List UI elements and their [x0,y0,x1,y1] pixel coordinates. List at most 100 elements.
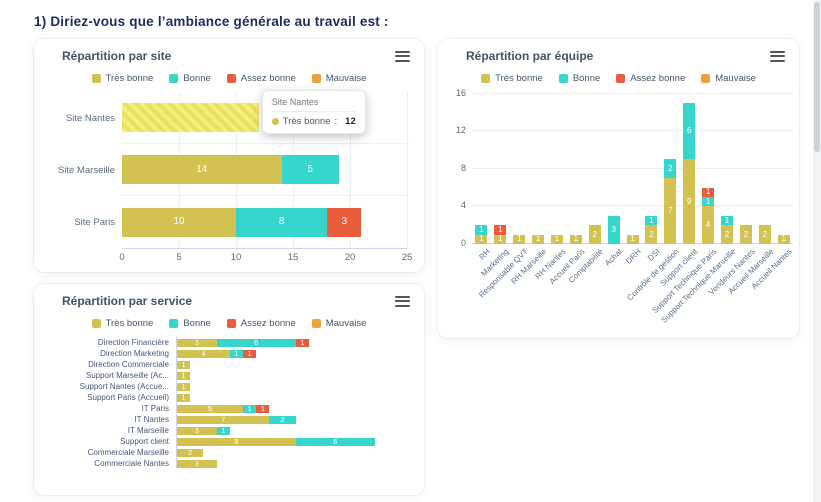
bar-segment-bonne[interactable]: 5 [281,155,339,184]
bar-segment-bonne[interactable]: 1 [229,349,243,358]
bar-segment-tres_bonne[interactable]: 5 [177,404,243,413]
bar-segment-tres_bonne[interactable]: 3 [177,426,217,435]
bar-segment-bonne[interactable]: 2 [269,415,296,424]
stacked-bar[interactable]: 2 [588,225,601,244]
bar-segment-assez_bonne[interactable]: 1 [702,187,715,198]
bar-segment-tres_bonne[interactable]: 1 [777,234,790,244]
bar-segment-tres_bonne[interactable]: 1 [569,234,582,244]
bar-value-label: 1 [479,225,484,234]
bar-segment-assez_bonne[interactable]: 1 [494,225,507,235]
bar-segment-bonne[interactable]: 1 [243,404,257,413]
bar-segment-tres_bonne[interactable]: 9 [683,159,696,244]
bar-segment-tres_bonne[interactable]: 3 [177,338,217,347]
chart-context-menu-icon[interactable] [770,50,785,62]
bar-segment-bonne[interactable]: 6 [216,338,296,347]
bar-segment-tres_bonne[interactable]: 14 [122,155,282,184]
stacked-bar[interactable]: 1 [569,234,582,244]
bar-segment-bonne[interactable]: 1 [475,225,488,235]
menu-line [395,50,410,53]
stacked-bar[interactable]: 1 [777,234,790,244]
bar-segment-bonne[interactable]: 1 [721,215,734,226]
chart-context-menu-icon[interactable] [395,50,410,62]
bar-segment-tres_bonne[interactable]: 1 [532,234,545,244]
legend-item-tres_bonne[interactable]: Très bonne [481,73,543,84]
bar-segment-tres_bonne[interactable]: 2 [721,225,734,244]
bar-segment-tres_bonne[interactable]: 4 [702,206,715,244]
bar-segment-highlighted[interactable] [122,103,259,132]
bar-segment-bonne[interactable]: 1 [216,426,230,435]
bar-segment-tres_bonne[interactable]: 9 [177,437,296,446]
bar-segment-bonne[interactable]: 1 [702,197,715,207]
bar-segment-tres_bonne[interactable]: 1 [177,393,191,402]
bar-value-label: 1 [649,215,654,225]
bar-segment-tres_bonne[interactable]: 7 [664,178,677,244]
bar-segment-bonne[interactable]: 6 [683,103,696,160]
bar-segment-tres_bonne[interactable]: 1 [177,360,191,369]
bar-segment-tres_bonne[interactable]: 2 [177,448,204,457]
y-axis-tick-label: 4 [460,200,466,211]
bar-segment-tres_bonne[interactable]: 2 [758,225,771,244]
bar-segment-bonne[interactable]: 3 [607,215,620,244]
bar-segment-tres_bonne[interactable]: 7 [177,415,270,424]
bar-segment-bonne[interactable]: 6 [295,437,375,446]
category-label: RH [477,247,492,262]
scrollbar-thumb[interactable] [814,2,820,152]
bar-segment-tres_bonne[interactable]: 2 [645,225,658,244]
legend-item-bonne[interactable]: Bonne [169,318,211,329]
bar-segment-assez_bonne[interactable]: 3 [327,207,362,237]
bar-segment-assez_bonne[interactable]: 1 [295,338,309,347]
bar-segment-bonne[interactable]: 8 [236,207,328,237]
bar-segment-tres_bonne[interactable]: 2 [739,225,752,244]
stacked-bar[interactable]: 2 [739,225,752,244]
legend-item-mauvaise[interactable]: Mauvaise [311,318,366,329]
bar-value-label: 1 [479,234,484,244]
gridline [472,130,794,132]
x-axis-tick-label: 25 [401,252,413,263]
bar-segment-assez_bonne[interactable]: 1 [256,404,270,413]
bar-segment-tres_bonne[interactable]: 4 [177,349,230,358]
bar-segment-assez_bonne[interactable]: 1 [242,349,257,358]
bar-segment-tres_bonne[interactable]: 3 [177,459,217,468]
bar-segment-tres_bonne[interactable]: 2 [588,225,601,244]
legend-label: Assez bonne [630,73,686,84]
column-slot: 2 [736,92,755,244]
stacked-bar[interactable]: 1 [626,234,639,244]
legend-item-bonne[interactable]: Bonne [169,73,211,84]
category-label: Support client [120,437,169,446]
legend-item-assez_bonne[interactable]: Assez bonne [616,73,685,84]
bar-segment-bonne[interactable]: 1 [645,215,658,226]
legend-item-assez_bonne[interactable]: Assez bonne [226,318,296,329]
bar-segment-tres_bonne[interactable]: 1 [177,371,191,380]
legend-item-tres_bonne[interactable]: Très bonne [91,318,153,329]
bar-segment-bonne[interactable]: 2 [664,159,677,179]
panel-site-header: Répartition par site [48,49,410,63]
bar-segment-tres_bonne[interactable]: 1 [551,234,563,244]
bar-segment-tres_bonne[interactable]: 1 [494,234,507,244]
scrollbar-track[interactable] [813,0,821,502]
bar-segment-tres_bonne[interactable]: 1 [626,234,639,244]
legend-item-bonne[interactable]: Bonne [558,73,600,84]
stacked-bar[interactable]: 1 [532,234,545,244]
column-slot: 2 [755,92,774,244]
bar-segment-tres_bonne[interactable]: 10 [122,207,236,237]
stacked-bar[interactable]: 1 [551,234,563,244]
stacked-bar[interactable]: 1 [513,234,526,244]
stacked-bar[interactable]: 2 [758,225,771,244]
legend-item-tres_bonne[interactable]: Très bonne [91,73,153,84]
legend-item-mauvaise[interactable]: Mauvaise [701,73,756,84]
bar-segment-tres_bonne[interactable]: 1 [513,234,526,244]
chart-context-menu-icon[interactable] [395,295,410,307]
stacked-bar[interactable]: 3 [607,215,620,244]
bar-segment-tres_bonne[interactable]: 1 [475,234,488,244]
chart-row: Site Marseille 14 5 [48,144,410,196]
legend-item-mauvaise[interactable]: Mauvaise [311,73,366,84]
bar-segment-tres_bonne[interactable]: 1 [177,382,191,391]
legend-item-assez_bonne[interactable]: Assez bonne [226,73,296,84]
